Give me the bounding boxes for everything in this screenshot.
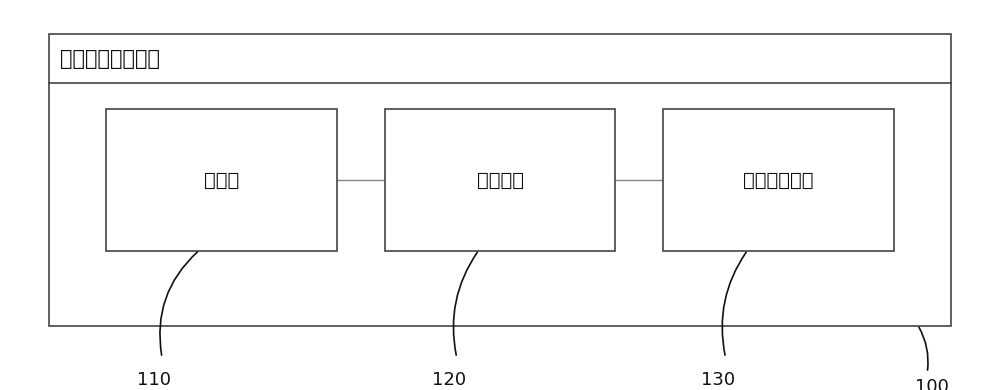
Bar xyxy=(49,34,951,326)
Text: 上位机: 上位机 xyxy=(204,170,239,190)
Bar xyxy=(106,109,337,251)
Text: 多路模拟开关: 多路模拟开关 xyxy=(743,170,814,190)
Bar xyxy=(385,109,615,251)
Text: 100: 100 xyxy=(915,378,949,390)
Text: 130: 130 xyxy=(701,371,735,389)
Text: 微控制器: 微控制器 xyxy=(477,170,524,190)
Text: 110: 110 xyxy=(137,371,171,389)
Text: 电压采集监控装置: 电压采集监控装置 xyxy=(60,49,160,69)
Bar xyxy=(663,109,894,251)
Text: 120: 120 xyxy=(432,371,466,389)
